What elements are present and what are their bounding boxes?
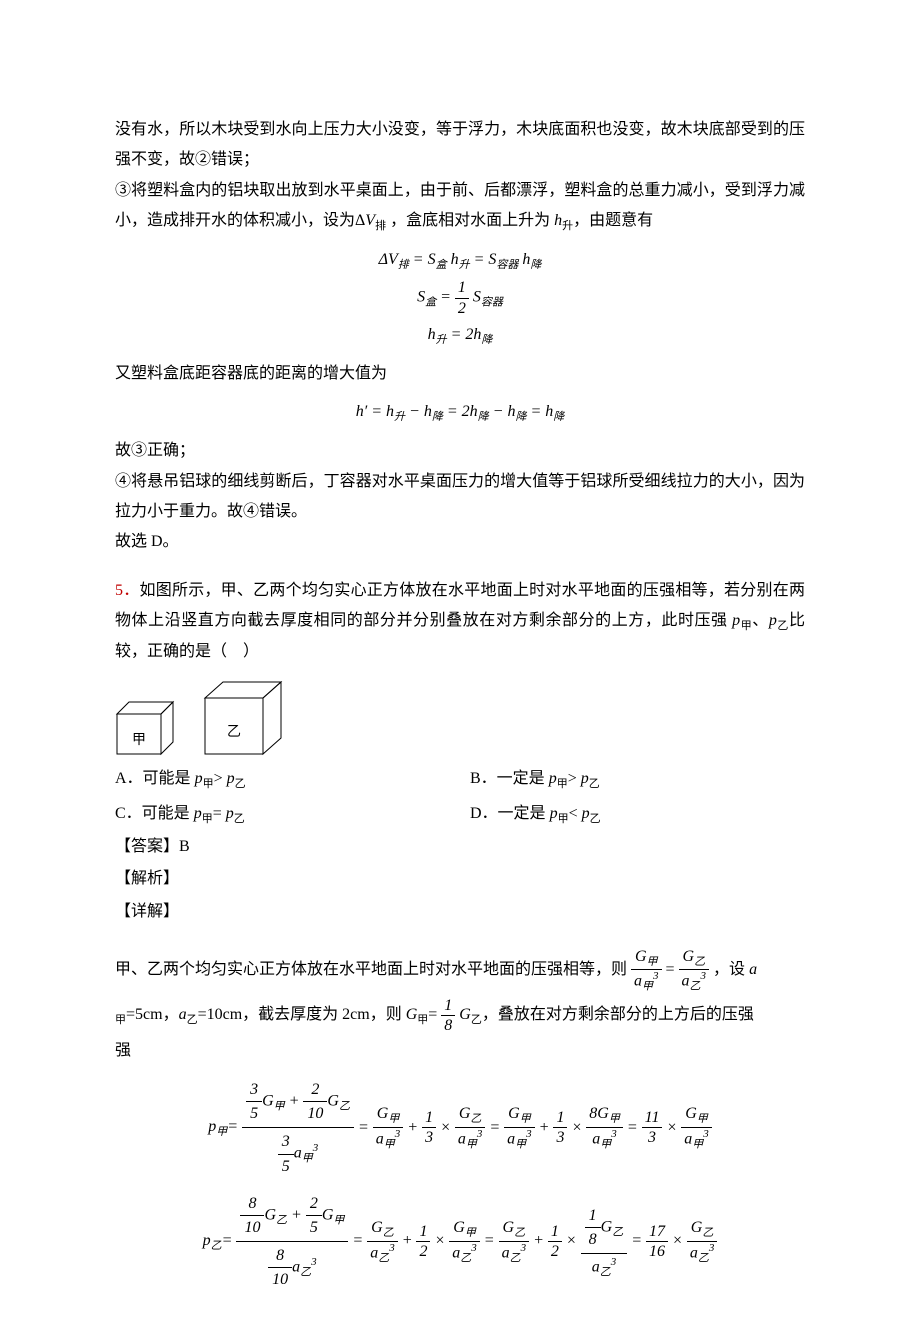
continuation-paragraph-5: ④将悬吊铝球的细线剪断后，丁容器对水平桌面压力的增大值等于铝球所受细线拉力的大小… [115, 467, 805, 528]
xiangjie-line: 【详解】 [115, 897, 805, 927]
answer-line: 【答案】B [115, 832, 805, 862]
sub-pai: 排 [375, 220, 386, 232]
answer-block: 【答案】B 【解析】 【详解】 [115, 832, 805, 927]
jiexi-line: 【解析】 [115, 864, 805, 894]
cube-diagram: 甲 乙 [115, 680, 805, 756]
equation-p-yi: p乙= 810G乙 + 25G甲 810a乙3 = G乙a乙3 + 12 × G… [115, 1190, 805, 1294]
solution-p3: 强 [115, 1036, 805, 1066]
cube-jia-label: 甲 [132, 728, 146, 755]
sub-sheng: 升 [562, 220, 573, 232]
question-5-stem: 5．如图所示，甲、乙两个均匀实心正方体放在水平地面上时对水平地面的压强相等，若分… [115, 576, 805, 668]
p-jia: p [732, 612, 740, 629]
stem-text-a: 如图所示，甲、乙两个均匀实心正方体放在水平地面上时对水平地面的压强相等，若分别在… [115, 582, 805, 629]
equation-block-2: h′ = h升 − h降 = 2h降 − h降 = h降 [115, 397, 805, 428]
cube-yi-label: 乙 [227, 720, 241, 747]
cube-yi: 乙 [203, 680, 283, 756]
sub-jia: 甲 [740, 620, 752, 632]
equation-1: ΔV排 = S盒 h升 = S容器 h降 [115, 245, 805, 276]
question-number: 5． [115, 582, 139, 599]
equation-block-1: ΔV排 = S盒 h升 = S容器 h降 S盒 = 12 S容器 h升 = 2h… [115, 245, 805, 351]
text: ，盒底相对水面上升为 [386, 212, 554, 229]
stem-text-b: 、 [752, 612, 769, 629]
sub-yi: 乙 [777, 620, 789, 632]
options-grid: A．可能是 p甲> p乙 B．一定是 p甲> p乙 C．可能是 p甲= p乙 D… [115, 764, 805, 830]
cube-jia: 甲 [115, 700, 175, 756]
p-yi: p [769, 612, 777, 629]
var-v: V [365, 212, 375, 229]
option-d: D．一定是 p甲< p乙 [470, 799, 805, 830]
continuation-paragraph-2: ③将塑料盒内的铝块取出放到水平桌面上，由于前、后都漂浮，塑料盒的总重力减小，受到… [115, 176, 805, 237]
option-c: C．可能是 p甲= p乙 [115, 799, 450, 830]
equation-3: h升 = 2h降 [115, 320, 805, 351]
equation-2: S盒 = 12 S容器 [115, 278, 805, 317]
equation-4: h′ = h升 − h降 = 2h降 − h降 = h降 [115, 397, 805, 428]
text: ，由题意有 [573, 212, 653, 229]
option-a: A．可能是 p甲> p乙 [115, 764, 450, 795]
continuation-paragraph-1: 没有水，所以木块受到水向上压力大小没变，等于浮力，木块底面积也没变，故木块底部受… [115, 115, 805, 176]
continuation-paragraph-3: 又塑料盒底距容器底的距离的增大值为 [115, 359, 805, 389]
solution-p1: 甲、乙两个均匀实心正方体放在水平地面上时对水平地面的压强相等，则 G甲a甲3 =… [115, 947, 805, 994]
solution-p2: 甲=5cm，a乙=10cm，截去厚度为 2cm，则 G甲= 18 G乙，叠放在对… [115, 994, 805, 1036]
equation-p-jia: p甲= 35G甲 + 210G乙 35a甲3 = G甲a甲3 + 13 × G乙… [115, 1076, 805, 1180]
continuation-paragraph-6: 故选 D。 [115, 527, 805, 557]
option-b: B．一定是 p甲> p乙 [470, 764, 805, 795]
continuation-paragraph-4: 故③正确； [115, 436, 805, 466]
var-h: h [554, 212, 562, 229]
